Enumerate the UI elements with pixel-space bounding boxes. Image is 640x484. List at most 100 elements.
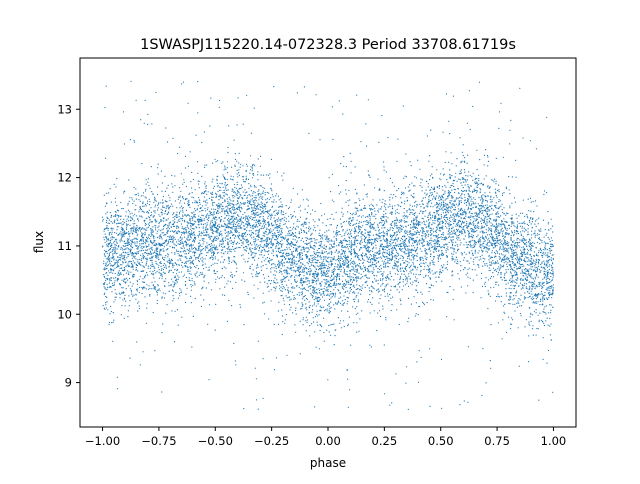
data-point xyxy=(530,312,532,314)
data-point xyxy=(325,294,328,296)
data-point xyxy=(513,235,515,237)
data-point xyxy=(368,277,370,279)
data-point xyxy=(312,305,314,307)
data-point xyxy=(130,289,132,292)
data-point xyxy=(434,249,436,251)
data-point xyxy=(289,290,291,292)
data-point xyxy=(421,243,423,245)
data-point xyxy=(311,258,313,260)
data-point xyxy=(448,193,450,195)
data-point xyxy=(205,210,207,212)
data-point xyxy=(128,249,130,251)
data-point xyxy=(257,226,259,228)
data-point xyxy=(500,102,502,104)
data-point xyxy=(162,257,164,259)
data-point xyxy=(483,178,485,180)
data-point xyxy=(508,247,510,249)
data-point xyxy=(184,301,187,304)
data-point xyxy=(415,226,417,229)
data-point xyxy=(172,186,174,188)
data-point xyxy=(427,216,429,218)
data-point xyxy=(405,260,407,262)
data-point xyxy=(463,269,465,271)
data-point xyxy=(516,306,519,308)
data-point xyxy=(191,192,193,194)
data-point xyxy=(424,215,426,217)
data-point xyxy=(304,288,306,290)
data-point xyxy=(488,294,490,296)
data-point xyxy=(445,198,447,200)
data-point xyxy=(441,186,444,188)
data-point xyxy=(345,261,347,263)
data-point xyxy=(262,227,265,229)
data-point xyxy=(301,305,303,308)
data-point xyxy=(407,234,409,236)
data-point xyxy=(187,204,189,206)
data-point xyxy=(177,231,179,233)
data-point xyxy=(332,268,334,270)
data-point xyxy=(455,262,458,264)
data-point xyxy=(113,248,115,250)
data-point xyxy=(486,265,488,267)
data-point xyxy=(228,202,230,204)
data-point xyxy=(203,275,205,277)
data-point xyxy=(182,183,184,185)
data-point xyxy=(420,206,422,208)
data-point xyxy=(414,185,416,187)
data-point xyxy=(334,275,336,277)
data-point xyxy=(120,253,123,255)
data-point xyxy=(181,220,183,222)
data-point xyxy=(483,220,485,222)
data-point xyxy=(130,80,132,82)
data-point xyxy=(423,263,425,265)
data-point xyxy=(230,222,232,224)
data-point xyxy=(407,224,409,226)
data-point xyxy=(543,308,545,310)
data-point xyxy=(265,244,267,246)
data-point xyxy=(495,207,497,209)
data-point xyxy=(420,291,422,293)
data-point xyxy=(526,214,528,216)
data-point xyxy=(516,244,519,246)
data-point xyxy=(473,188,475,190)
data-point xyxy=(169,230,171,232)
data-point xyxy=(533,251,536,253)
data-point xyxy=(257,202,259,204)
data-point xyxy=(406,278,409,280)
data-point xyxy=(547,255,549,257)
data-point xyxy=(213,237,215,239)
data-point xyxy=(546,191,548,194)
data-point xyxy=(367,258,369,260)
data-point xyxy=(220,224,223,226)
data-point xyxy=(321,261,323,263)
data-point xyxy=(238,188,240,190)
data-point xyxy=(135,244,137,246)
data-point xyxy=(449,233,451,235)
data-point xyxy=(528,323,530,325)
data-point xyxy=(365,123,367,125)
data-point xyxy=(448,206,450,208)
data-point xyxy=(416,230,418,232)
data-point xyxy=(168,194,170,196)
data-point xyxy=(381,224,383,227)
data-point xyxy=(457,239,459,241)
data-point xyxy=(134,209,136,211)
data-point xyxy=(544,294,546,296)
data-point xyxy=(334,294,336,296)
data-point xyxy=(330,293,333,295)
data-point xyxy=(496,226,498,228)
data-point xyxy=(444,184,446,186)
data-point xyxy=(259,165,261,167)
data-point xyxy=(134,213,136,215)
data-point xyxy=(341,286,343,288)
data-point xyxy=(151,246,153,248)
data-point xyxy=(547,211,549,213)
data-point xyxy=(153,237,155,239)
data-point xyxy=(373,207,376,209)
data-point xyxy=(401,273,403,275)
data-point xyxy=(438,256,440,258)
data-point xyxy=(106,202,108,204)
data-point xyxy=(533,280,536,282)
data-point xyxy=(366,193,368,195)
data-point xyxy=(187,214,189,216)
